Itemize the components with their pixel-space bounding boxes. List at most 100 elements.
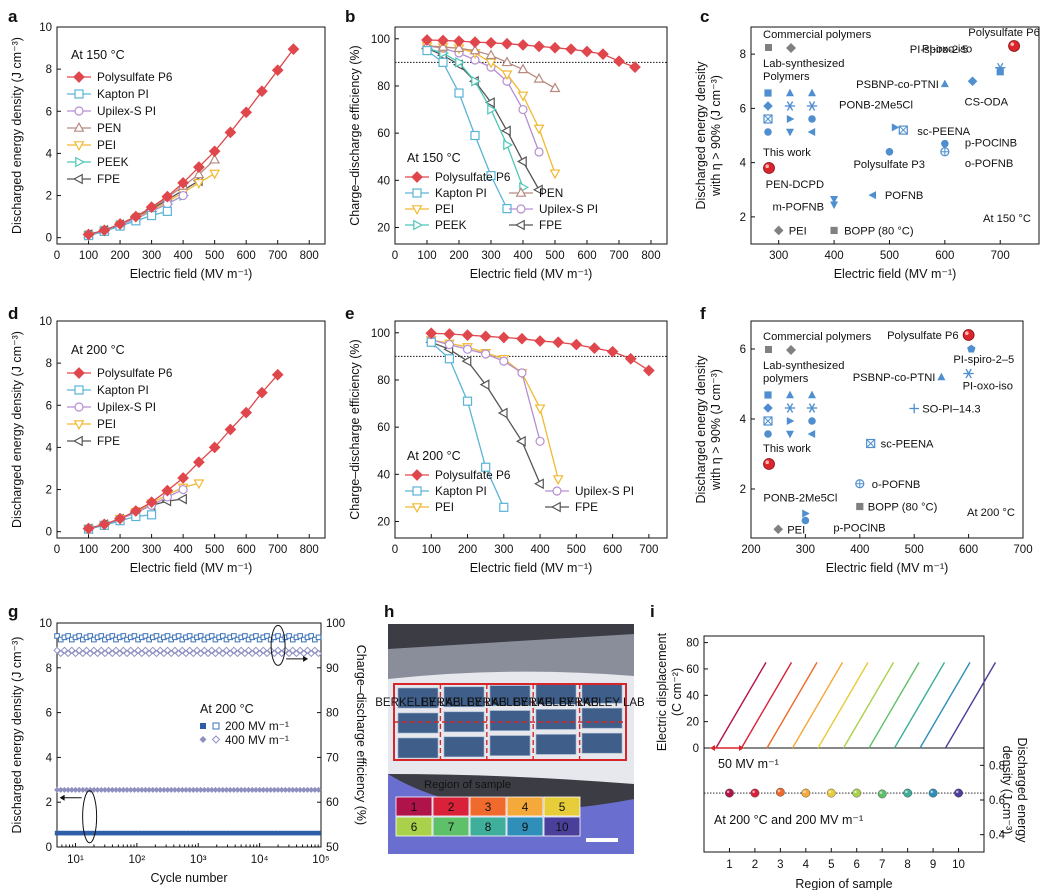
efficiency-point-400	[211, 649, 220, 658]
energy-point-400	[212, 786, 219, 793]
sample-label: BERKELEY LAB	[421, 697, 507, 709]
legend-item: FPE	[67, 172, 120, 186]
efficiency-point-400	[244, 646, 253, 655]
energy-point-200	[150, 830, 156, 836]
efficiency-point-400	[115, 649, 124, 658]
y-tick-label: 100	[371, 34, 390, 46]
efficiency-point-400	[75, 646, 83, 655]
energy-point-400	[252, 786, 259, 793]
legend-lab-icon	[763, 114, 773, 124]
data-point	[606, 345, 619, 358]
legend-lab-icon	[807, 430, 816, 438]
comparison-point	[940, 79, 949, 88]
x-tick-label: 600	[959, 544, 978, 556]
series-upilex-s-pi	[426, 335, 545, 446]
data-point	[481, 462, 491, 472]
point-label: PI-spiro-2–5	[953, 354, 1014, 366]
arrow-right-head	[303, 655, 309, 662]
figure-content: a b cd e fg h i0 100 200 300 400 500 600 700 800024681…	[8, 7, 1040, 890]
series-line	[426, 47, 524, 188]
data-point	[287, 43, 300, 55]
panel-label-a: a	[8, 7, 18, 26]
region-cell	[506, 796, 544, 817]
legend-open-square-icon	[212, 722, 220, 730]
displacement-line	[715, 662, 767, 749]
comparison-point	[801, 516, 810, 525]
panel-label-f: f	[700, 304, 706, 323]
legend-lab-icon	[786, 115, 795, 123]
y-axis-label: Discharged energy density (J cm⁻³)	[10, 637, 24, 834]
legend-label: Kapton PI	[435, 186, 487, 200]
energy-point-200	[242, 830, 248, 836]
legend-label: Polysulfate P6	[435, 468, 511, 482]
efficiency-point-400	[182, 649, 190, 658]
axes-frame	[56, 26, 326, 245]
point-label: CS-ODA	[965, 96, 1009, 108]
y-tick-label: 60	[377, 128, 390, 140]
efficiency-point-400	[237, 646, 245, 655]
legend-label: Upilex-S PI	[575, 484, 634, 498]
energy-point-200	[143, 830, 148, 836]
displacement-line	[868, 662, 920, 749]
efficiency-point-200	[153, 633, 160, 639]
data-point	[533, 124, 545, 135]
y-tick-label: 8	[46, 358, 52, 370]
energy-point-200	[198, 830, 203, 836]
legend: Commercial polymers Lab-synthesizedpolyme…	[763, 331, 872, 470]
y-tick-label: 4	[46, 752, 53, 764]
x-tick-label: 0	[392, 250, 398, 262]
x-tick-label: 400	[513, 250, 532, 262]
chart-c: 300 400 500 600 700 2 4 6 8 Electric field (MV m⁻…	[694, 26, 1040, 281]
y-right-axis-label: Charge–discharge efficiency (%)	[354, 645, 368, 825]
energy-point-200	[187, 830, 192, 836]
axes-frame	[394, 320, 668, 539]
displacement-line	[944, 662, 997, 749]
energy-point-400	[112, 786, 119, 793]
efficiency-point-400	[60, 646, 69, 655]
x-tick-label: 500	[905, 544, 924, 556]
efficiency-point-400	[108, 649, 117, 658]
density-point-highlight	[930, 790, 934, 794]
legend-this-work-label: This work	[763, 443, 811, 455]
energy-point-200	[179, 830, 185, 836]
density-point	[852, 788, 862, 798]
data-point	[516, 156, 527, 167]
legend-item: PEEK	[405, 218, 467, 232]
density-point	[801, 788, 811, 798]
region-cell	[543, 796, 581, 817]
legend-marker	[72, 435, 83, 447]
efficiency-point-400	[292, 649, 301, 658]
legend-item: PEEK	[67, 155, 129, 169]
energy-point-200	[157, 830, 163, 836]
efficiency-point-400	[123, 649, 131, 658]
energy-point-200	[172, 830, 178, 836]
energy-point-400	[164, 786, 171, 793]
ball-highlight	[765, 460, 769, 465]
legend: Polysulfate P6 Kapton PI Upilex-S PI PEI FPE	[67, 366, 173, 448]
region-cell	[543, 816, 581, 837]
efficiency-point-400	[296, 646, 304, 655]
data-point	[444, 339, 454, 350]
efficiency-point-200	[297, 633, 303, 639]
energy-point-200	[165, 830, 170, 836]
legend-lab-label: Lab-synthesized	[763, 360, 844, 372]
legend-lab-icon	[808, 390, 816, 399]
energy-point-400	[120, 786, 127, 793]
electrode-pad	[443, 686, 485, 708]
x-tick-label: 10²	[129, 854, 146, 866]
y-axis-label: Discharged energy density (J cm⁻³)	[10, 37, 24, 234]
series-200	[54, 633, 322, 836]
ball-body	[763, 162, 775, 174]
region-cell	[506, 816, 544, 837]
data-point	[534, 147, 544, 157]
legend-marker	[73, 367, 85, 379]
data-point	[470, 130, 480, 141]
energy-point-400	[304, 786, 311, 793]
data-point	[224, 126, 237, 139]
x-tick-label: 700	[1013, 544, 1032, 556]
energy-point-200	[220, 830, 226, 836]
point-label: PONB-2Me5Cl	[763, 493, 837, 505]
energy-point-200	[305, 830, 310, 836]
